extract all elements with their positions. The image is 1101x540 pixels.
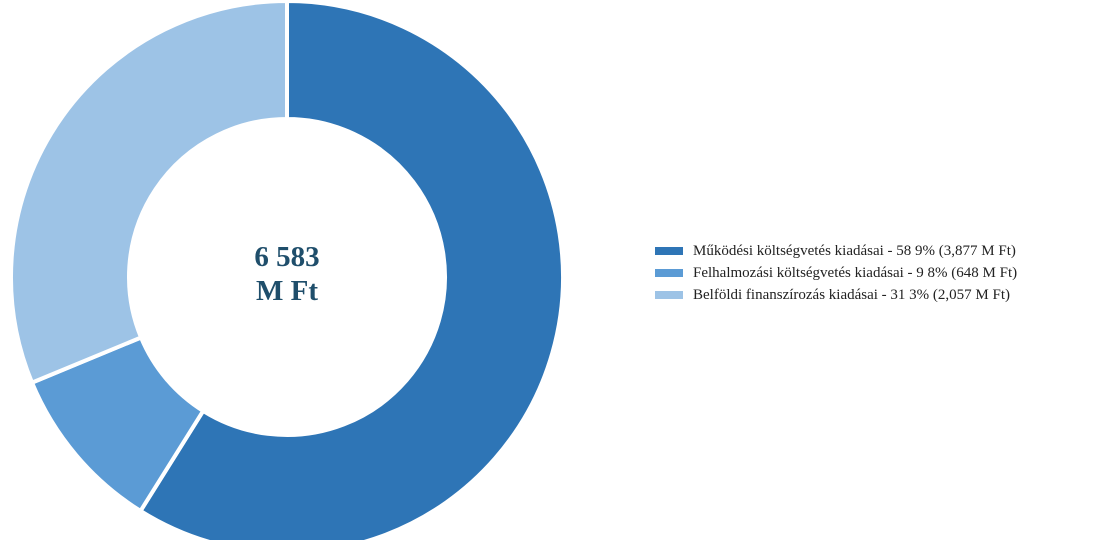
center-total: 6 583 M Ft xyxy=(187,240,387,308)
legend-label-felhalmozasi: Felhalmozási költségvetés kiadásai - 9 8… xyxy=(693,264,1018,281)
legend-item-mukodesi: Működési költségvetés kiadásai - 58 9% (… xyxy=(655,240,1095,262)
donut-slice-mukodesi xyxy=(137,0,565,540)
center-total-value: 6 583 xyxy=(254,241,320,273)
center-total-unit: M Ft xyxy=(256,275,318,307)
legend-item-belfoldi: Belföldi finanszírozás kiadásai - 31 3% … xyxy=(655,284,1095,306)
legend-swatch-felhalmozasi xyxy=(655,269,683,277)
legend-item-felhalmozasi: Felhalmozási költségvetés kiadásai - 9 8… xyxy=(655,262,1095,284)
legend: Működési költségvetés kiadásai - 58 9% (… xyxy=(655,240,1095,306)
donut-slice-belfoldi xyxy=(9,0,289,386)
legend-label-belfoldi: Belföldi finanszírozás kiadásai - 31 3% … xyxy=(693,286,1011,303)
legend-swatch-mukodesi xyxy=(655,247,683,255)
legend-label-mukodesi: Működési költségvetés kiadásai - 58 9% (… xyxy=(693,242,1016,259)
legend-swatch-belfoldi xyxy=(655,291,683,299)
donut-svg xyxy=(9,0,565,540)
